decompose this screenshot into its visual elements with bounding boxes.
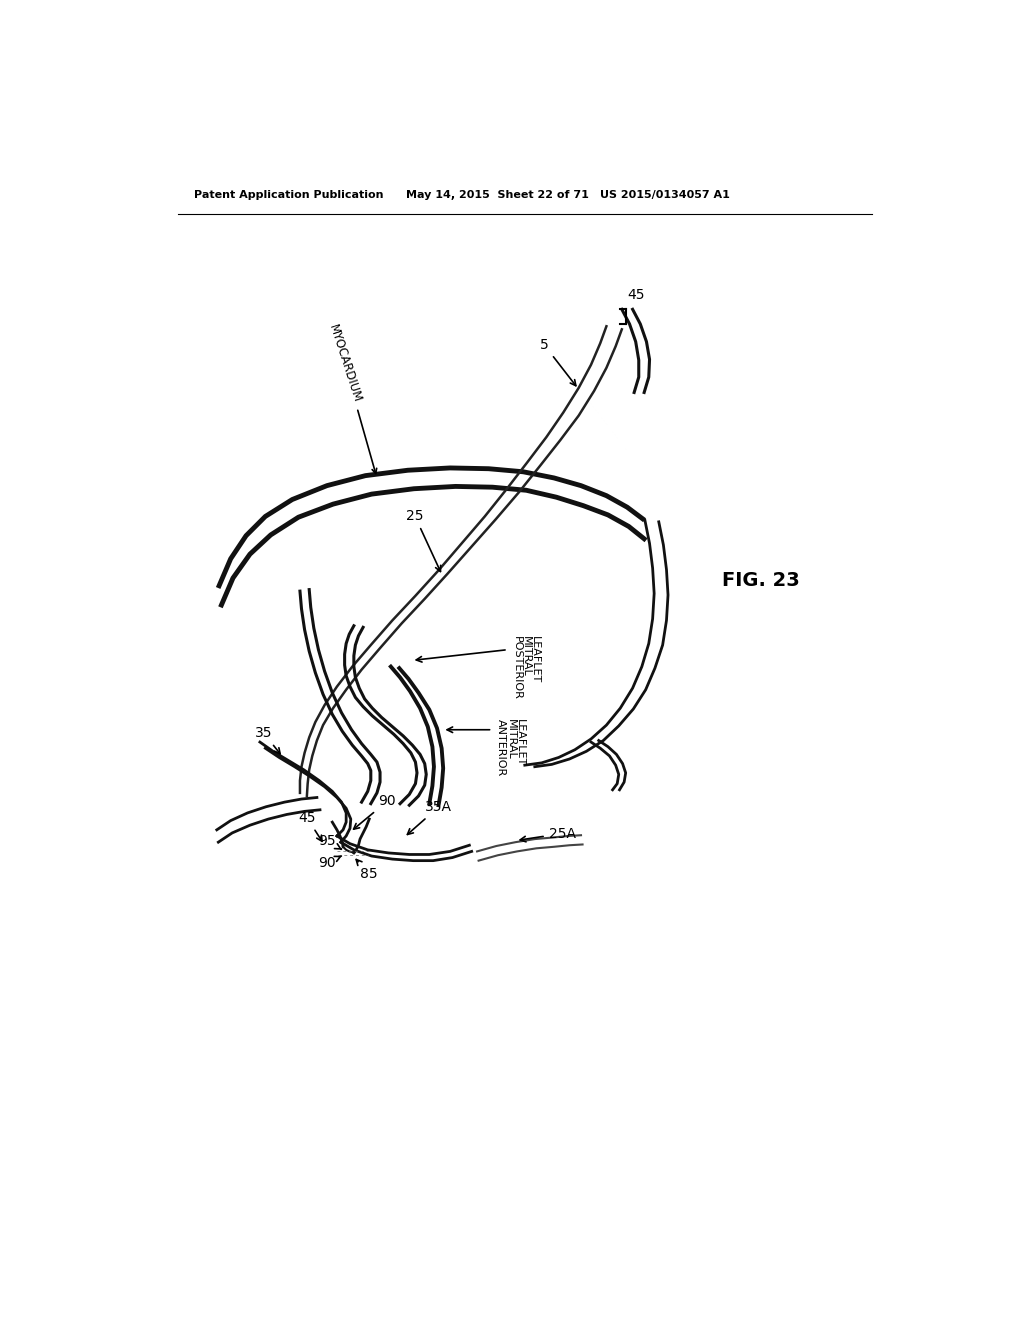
Text: 45: 45	[298, 810, 323, 841]
Text: LEAFLET: LEAFLET	[530, 636, 541, 682]
Text: May 14, 2015  Sheet 22 of 71: May 14, 2015 Sheet 22 of 71	[407, 190, 589, 201]
Text: MITRAL: MITRAL	[506, 719, 515, 760]
Text: POSTERIOR: POSTERIOR	[512, 636, 521, 700]
Text: ANTERIOR: ANTERIOR	[497, 719, 506, 776]
Text: 90: 90	[318, 855, 341, 870]
Text: FIG. 23: FIG. 23	[722, 570, 800, 590]
Text: MYOCARDIUM: MYOCARDIUM	[326, 323, 377, 474]
Text: 85: 85	[356, 859, 378, 880]
Text: 35: 35	[255, 726, 281, 754]
Text: 45: 45	[628, 288, 645, 301]
Text: 35A: 35A	[408, 800, 452, 834]
Text: MITRAL: MITRAL	[521, 636, 531, 677]
Text: 5: 5	[541, 338, 575, 385]
Text: US 2015/0134057 A1: US 2015/0134057 A1	[600, 190, 730, 201]
Text: Patent Application Publication: Patent Application Publication	[194, 190, 383, 201]
Text: 90: 90	[353, 795, 396, 829]
Text: 25A: 25A	[520, 826, 575, 842]
Text: 95: 95	[318, 834, 341, 849]
Text: 25: 25	[407, 510, 440, 572]
Text: LEAFLET: LEAFLET	[515, 719, 524, 766]
